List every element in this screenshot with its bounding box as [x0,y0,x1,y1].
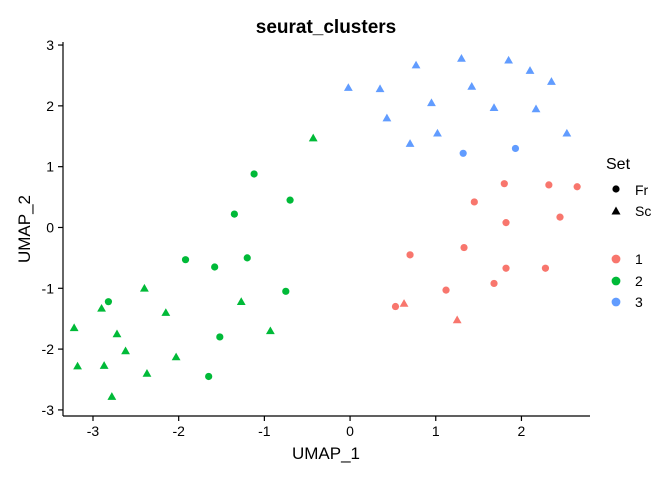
data-point-cluster-3-circle [512,145,519,152]
legend-color-key-3 [612,298,621,307]
data-point-cluster-2-triangle [140,284,149,292]
data-point-cluster-2-triangle [107,392,116,400]
data-point-cluster-1-circle [501,180,508,187]
data-point-cluster-2-triangle [309,134,318,142]
y-tick-label: -3 [42,402,55,418]
data-point-cluster-3-triangle [547,77,556,85]
y-tick-label: 1 [46,159,54,175]
y-tick-label: -1 [42,280,55,296]
x-tick-label: 1 [432,423,440,439]
legend-label-1: 1 [635,251,643,267]
data-point-cluster-3-circle [460,150,467,157]
data-point-cluster-1-circle [406,251,413,258]
data-point-cluster-2-circle [231,211,238,218]
data-point-cluster-1-triangle [453,316,462,324]
data-point-cluster-2-circle [205,373,212,380]
y-axis-title: UMAP_2 [15,195,34,263]
y-axis-ticks: -3 -2 -1 0 1 2 3 [42,37,63,418]
data-point-cluster-2-triangle [121,347,130,355]
y-tick-label: 0 [46,219,54,235]
data-point-cluster-2-triangle [172,353,181,361]
data-point-cluster-1-circle [542,265,549,272]
data-point-cluster-2-circle [105,298,112,305]
x-tick-label: -2 [172,423,185,439]
data-point-cluster-3-triangle [406,139,415,147]
data-point-cluster-3-triangle [412,61,421,69]
data-point-cluster-2-triangle [100,361,109,369]
data-point-cluster-1-circle [442,287,449,294]
data-point-cluster-3-triangle [562,129,571,137]
data-point-cluster-1-circle [556,214,563,221]
points-layer [70,54,581,400]
data-point-cluster-2-circle [211,263,218,270]
data-point-cluster-2-circle [244,254,251,261]
legend: Set Fr Sc 1 2 3 [606,156,651,310]
data-point-cluster-1-circle [490,280,497,287]
x-tick-label: -1 [258,423,271,439]
data-point-cluster-1-circle [502,265,509,272]
x-axis-title: UMAP_1 [292,444,360,463]
legend-label-sc: Sc [635,203,651,219]
legend-item-sc: Sc [612,203,652,219]
legend-title: Set [606,156,631,173]
data-point-cluster-3-triangle [490,103,499,111]
data-point-cluster-1-circle [574,183,581,190]
data-point-cluster-1-circle [392,303,399,310]
data-point-cluster-2-circle [182,256,189,263]
data-point-cluster-3-triangle [467,82,476,90]
data-point-cluster-2-circle [286,197,293,204]
y-tick-label: -2 [42,341,55,357]
x-tick-label: -3 [87,423,100,439]
data-point-cluster-2-triangle [237,297,246,305]
x-tick-label: 0 [346,423,354,439]
data-point-cluster-2-triangle [97,304,106,312]
legend-color-key-2 [612,277,621,286]
legend-color-key-1 [612,255,621,264]
y-tick-label: 3 [46,37,54,53]
data-point-cluster-3-triangle [344,83,353,91]
data-point-cluster-2-triangle [73,362,82,370]
data-point-cluster-3-triangle [433,129,442,137]
data-point-cluster-2-triangle [70,323,79,331]
legend-label-2: 2 [635,273,643,289]
data-point-cluster-1-circle [502,219,509,226]
legend-label-fr: Fr [635,182,649,198]
data-point-cluster-3-triangle [526,66,535,74]
legend-circle-marker [612,185,619,192]
data-point-cluster-2-triangle [113,330,122,338]
x-axis-ticks: -3 -2 -1 0 1 2 [87,416,526,439]
data-point-cluster-3-triangle [504,56,513,64]
data-point-cluster-2-circle [250,170,257,177]
legend-item-3: 3 [612,294,643,310]
y-tick-label: 2 [46,98,54,114]
data-point-cluster-1-circle [471,198,478,205]
data-point-cluster-1-triangle [400,299,409,307]
data-point-cluster-3-triangle [532,104,541,112]
data-point-cluster-2-circle [282,288,289,295]
data-point-cluster-3-triangle [376,84,385,92]
data-point-cluster-2-triangle [143,369,152,377]
data-point-cluster-2-circle [216,333,223,340]
data-point-cluster-2-triangle [161,308,170,316]
data-point-cluster-1-circle [545,181,552,188]
legend-item-2: 2 [612,273,643,289]
chart-title: seurat_clusters [256,17,396,38]
data-point-cluster-2-triangle [266,326,275,334]
legend-item-fr: Fr [612,182,648,198]
data-point-cluster-3-triangle [383,114,392,122]
data-point-cluster-3-triangle [457,54,466,62]
x-tick-label: 2 [518,423,526,439]
data-point-cluster-1-circle [460,244,467,251]
legend-triangle-marker [612,207,621,215]
legend-label-3: 3 [635,294,643,310]
legend-item-1: 1 [612,251,643,267]
data-point-cluster-3-triangle [427,98,436,106]
